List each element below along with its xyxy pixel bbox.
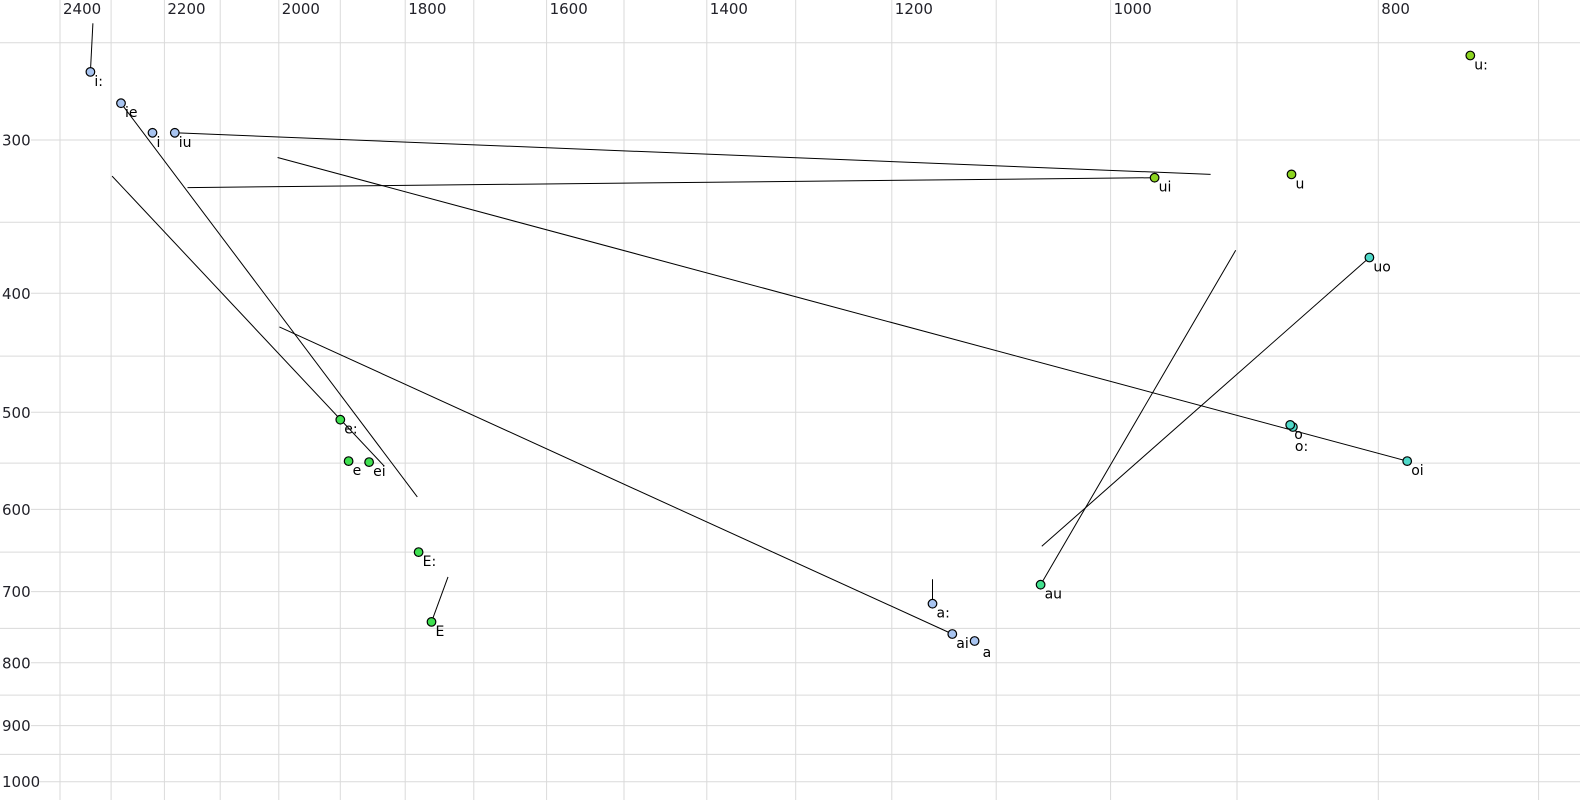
vowel-point-label-ei: ei [373,464,386,480]
vowel-point-label-u:: u: [1474,58,1488,74]
x-tick-label: 1200 [895,0,933,18]
vowel-point-label-au: au [1045,587,1062,603]
trajectory-lines [89,23,1408,635]
y-tick-label: 1000 [2,773,40,791]
vowel-point-label-ie: ie [125,105,138,121]
x-tick-label: 1600 [550,0,588,18]
vowel-point-ai [947,629,958,639]
x-axis: 2400 2200 2000 1800 1600 1400 1200 1000 800 [63,0,1410,18]
vowel-point-E: [413,547,424,557]
vowel-point-u [1286,169,1297,180]
vowel-point-label-iu: iu [179,135,192,151]
y-tick-label: 900 [2,717,31,735]
y-tick-label: 400 [2,285,31,303]
vowel-point-E [426,617,437,627]
x-tick-label: 1000 [1114,0,1152,18]
vowel-point-label-i:: i: [94,74,103,90]
y-tick-backing [0,582,31,601]
ie-trajectory [120,102,418,498]
x-tick-label: 2200 [167,0,205,18]
y-tick-backing [0,284,31,303]
x-tick-label: 1400 [710,0,748,18]
vowel-point-oi [1402,456,1413,467]
vowel-point-label-e: e [353,463,362,479]
y-tick-label: 500 [2,404,31,422]
uo-trajectory [1041,257,1370,547]
vowel-point-a [969,636,980,646]
x-tick-label: 2000 [282,0,320,18]
vowel-point-label-E:: E: [423,554,437,570]
vowel-point-label-e:: e: [344,422,357,438]
vowel-point-e [343,456,354,467]
y-tick-backing [0,403,31,422]
vowel-point-label-i: i [157,135,161,151]
vowel-point-label-u: u [1296,176,1305,192]
vowel-point-label-o: o [1294,427,1303,443]
vowel-points: i: ie i iu e: e ei E: Ea: aia au ui u u: uo o:o oi [85,50,1488,661]
y-tick-label: 600 [2,501,31,519]
vowel-point-uo [1364,252,1375,263]
vowel-point-label-E: E [436,624,445,640]
vowel-point-au [1035,579,1046,590]
vowel-point-i [147,127,158,138]
vowel-point-label-ai: ai [956,636,968,652]
vowel-point-label-o:: o: [1295,439,1308,455]
vowel-point-label-a:: a: [937,606,950,622]
x-tick-label: 2400 [63,0,101,18]
vowel-point-ei [364,457,375,468]
vowel-point-o [1285,420,1296,430]
vowel-point-label-ui: ui [1159,180,1172,196]
vowel-point-a: [927,598,938,609]
y-tick-backing [0,500,31,519]
vowel-point-label-uo: uo [1373,260,1390,276]
vowel-point-e: [335,414,346,425]
y-tick-backing [0,772,40,791]
i:-offglide [89,23,94,72]
au-trajectory [1040,250,1237,585]
x-tick-label: 1800 [408,0,446,18]
vowel-point-iu [169,127,180,138]
oi-trajectory [277,157,1408,462]
y-tick-backing [0,653,31,672]
y-axis: 300 400 500 600 700 800 900 1000 [0,131,40,791]
y-tick-label: 700 [2,583,31,601]
vowel-point-i: [85,66,96,77]
vowel-point-ie [116,98,126,109]
ui-trajectory [187,177,1155,189]
y-tick-label: 300 [2,132,31,150]
vowel-point-ui [1149,172,1160,183]
x-tick-label: 800 [1381,0,1410,18]
ai-trajectory [279,326,953,635]
vowel-point-label-a: a [983,645,992,661]
y-tick-label: 800 [2,654,31,672]
vowel-point-label-oi: oi [1411,463,1423,479]
y-tick-backing [0,716,31,735]
iu-trajectory [174,132,1211,175]
E-offglide [431,576,449,623]
vowel-point-u: [1465,50,1476,61]
y-tick-backing [0,131,31,149]
